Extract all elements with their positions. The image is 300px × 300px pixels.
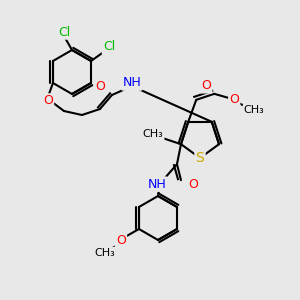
Text: NH: NH [123,76,141,89]
Text: CH₃: CH₃ [94,248,115,258]
Text: CH₃: CH₃ [244,105,265,115]
Text: O: O [188,178,198,191]
Text: O: O [229,93,239,106]
Text: O: O [95,80,105,94]
Text: S: S [196,151,204,165]
Text: Cl: Cl [103,40,115,53]
Text: CH₃: CH₃ [142,129,164,139]
Text: O: O [43,94,53,107]
Text: Cl: Cl [58,26,70,38]
Text: NH: NH [148,178,166,191]
Text: O: O [116,235,126,248]
Text: O: O [201,79,211,92]
